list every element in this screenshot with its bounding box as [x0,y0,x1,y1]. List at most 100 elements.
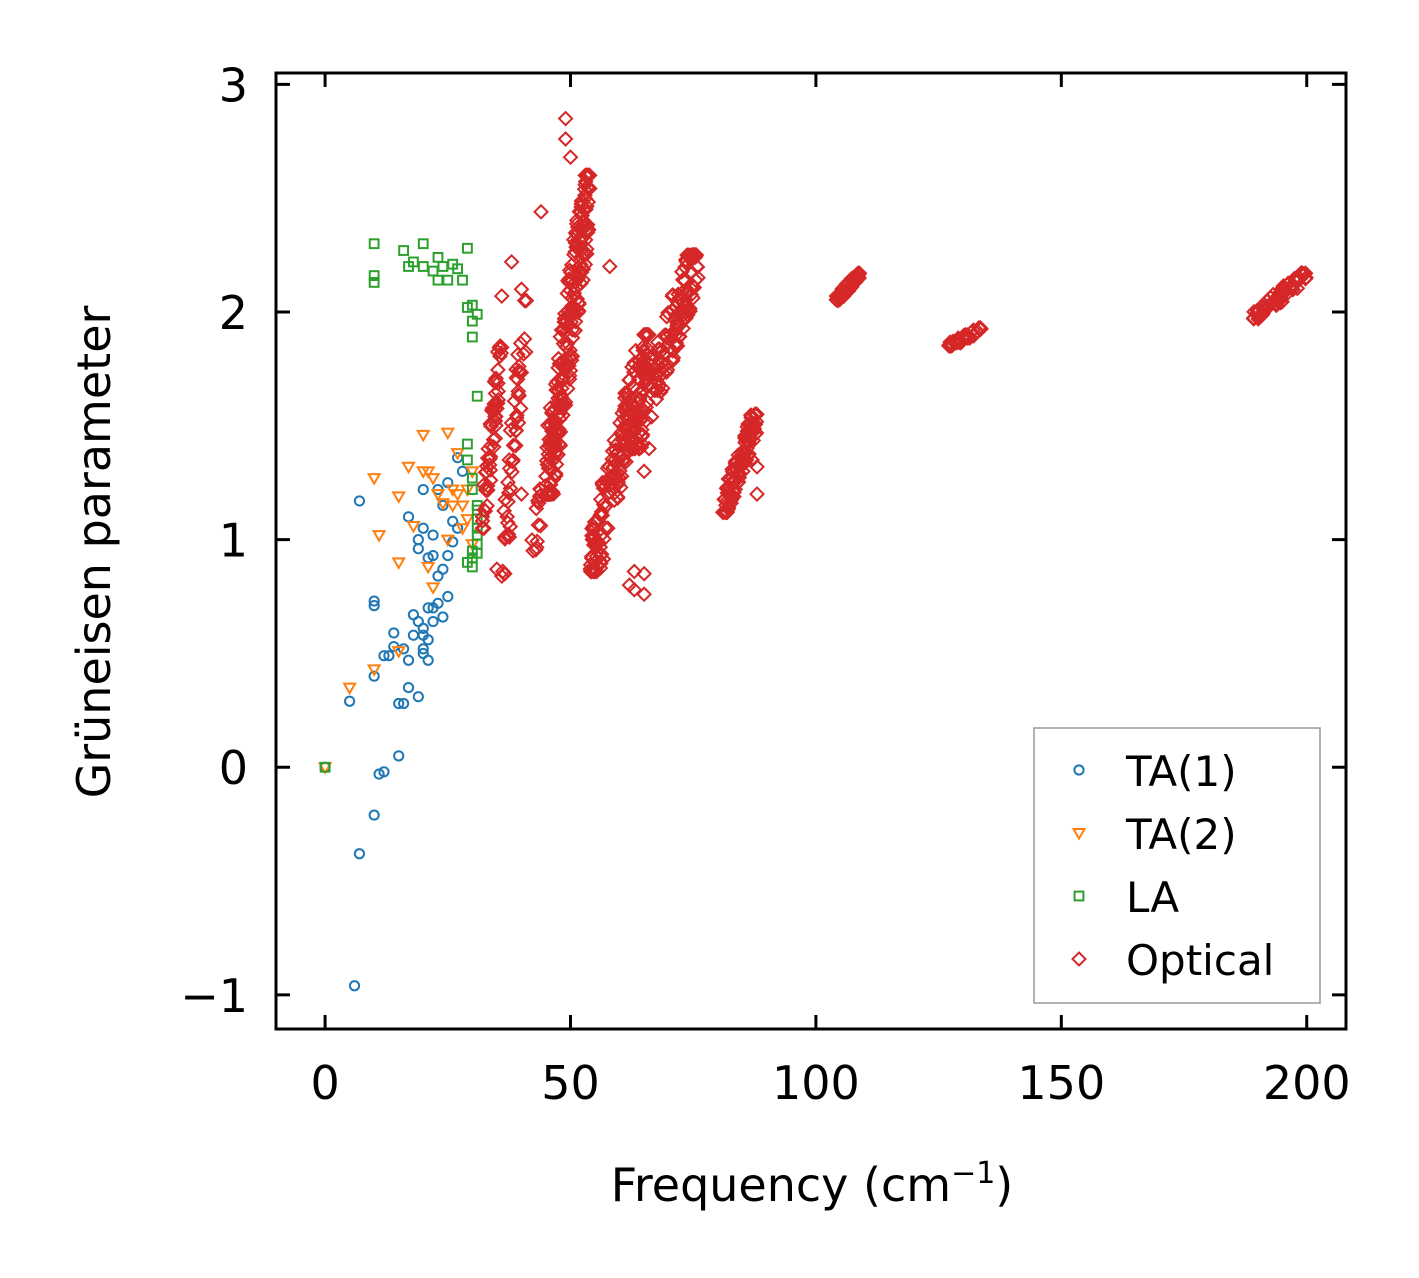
data-point [348,980,361,992]
data-point [559,380,576,397]
data-point [564,329,581,346]
data-point [490,361,506,378]
data-point [529,492,546,509]
data-point [640,326,657,343]
data-point [554,371,571,388]
data-point [507,437,524,454]
data-point [483,418,499,435]
plot-frame [274,71,1348,1031]
data-point [547,415,564,432]
data-point [504,453,521,470]
legend-marker-ta-1 [1073,764,1085,776]
data-point [532,517,549,534]
data-point [427,549,439,562]
data-point [587,554,603,571]
data-point [629,394,646,411]
data-point [573,242,590,259]
data-point [398,245,410,256]
legend-marker-la [1073,890,1085,902]
data-point [465,466,480,479]
data-point [450,448,465,461]
data-point [479,497,496,514]
legend-label-ta1: TA(1) [1125,747,1237,796]
data-point [658,308,675,325]
data-point [353,495,366,507]
data-point [636,565,653,582]
data-point [555,335,572,352]
data-point [466,472,478,484]
data-point [634,428,651,445]
data-point [368,277,380,288]
x-tick-label: 100 [772,1056,860,1110]
data-point [844,275,861,292]
data-point [401,461,416,475]
data-point [577,187,593,204]
data-point [416,429,431,443]
data-point [477,481,494,498]
data-point [466,331,478,343]
data-point [614,426,631,443]
data-point [1297,265,1314,282]
data-point [516,292,533,309]
data-point [557,131,574,147]
data-point [592,553,609,570]
series-optical [474,110,1314,603]
data-point [736,443,753,460]
data-point [654,380,671,397]
data-point [479,477,496,494]
data-point [654,341,671,358]
data-point [724,483,741,499]
data-point [512,400,529,417]
data-point [636,326,652,343]
data-point [547,467,564,484]
data-point [561,274,578,291]
data-point [368,600,380,612]
data-point [576,181,593,198]
data-point [378,650,390,662]
data-point [956,330,973,347]
data-point [474,520,491,537]
data-point [559,359,576,376]
data-point [648,391,665,407]
data-point [731,469,748,486]
data-point [455,500,470,513]
data-point [569,235,586,252]
data-point [594,474,611,491]
data-point [440,534,456,548]
y-tick-label: −1 [180,969,248,1023]
data-point [608,445,625,462]
data-point [573,193,590,209]
data-point [604,443,621,459]
data-point [371,530,387,543]
data-point [720,483,737,500]
data-point [670,286,687,303]
data-point [480,440,497,457]
data-point [736,427,753,444]
data-point [572,275,589,292]
data-point [417,643,429,655]
data-point [630,401,647,418]
data-point [553,380,570,397]
data-point [649,382,666,399]
data-point [610,469,627,486]
data-point [673,285,690,302]
data-point [629,411,645,428]
x-axis-label: Frequency (cm−1) [611,1156,1014,1212]
data-point [555,399,572,415]
data-point [368,270,380,281]
data-point [485,403,502,420]
data-point [608,455,625,472]
data-point [505,437,522,454]
data-point [437,261,449,272]
data-point [471,390,483,402]
data-point [344,695,356,707]
data-point [493,568,510,584]
data-point [557,110,574,127]
data-point [388,627,400,639]
x-tick-label: 0 [310,1056,339,1110]
data-point [493,288,510,304]
data-point [391,646,406,659]
data-point [462,438,473,450]
data-point [398,697,410,710]
